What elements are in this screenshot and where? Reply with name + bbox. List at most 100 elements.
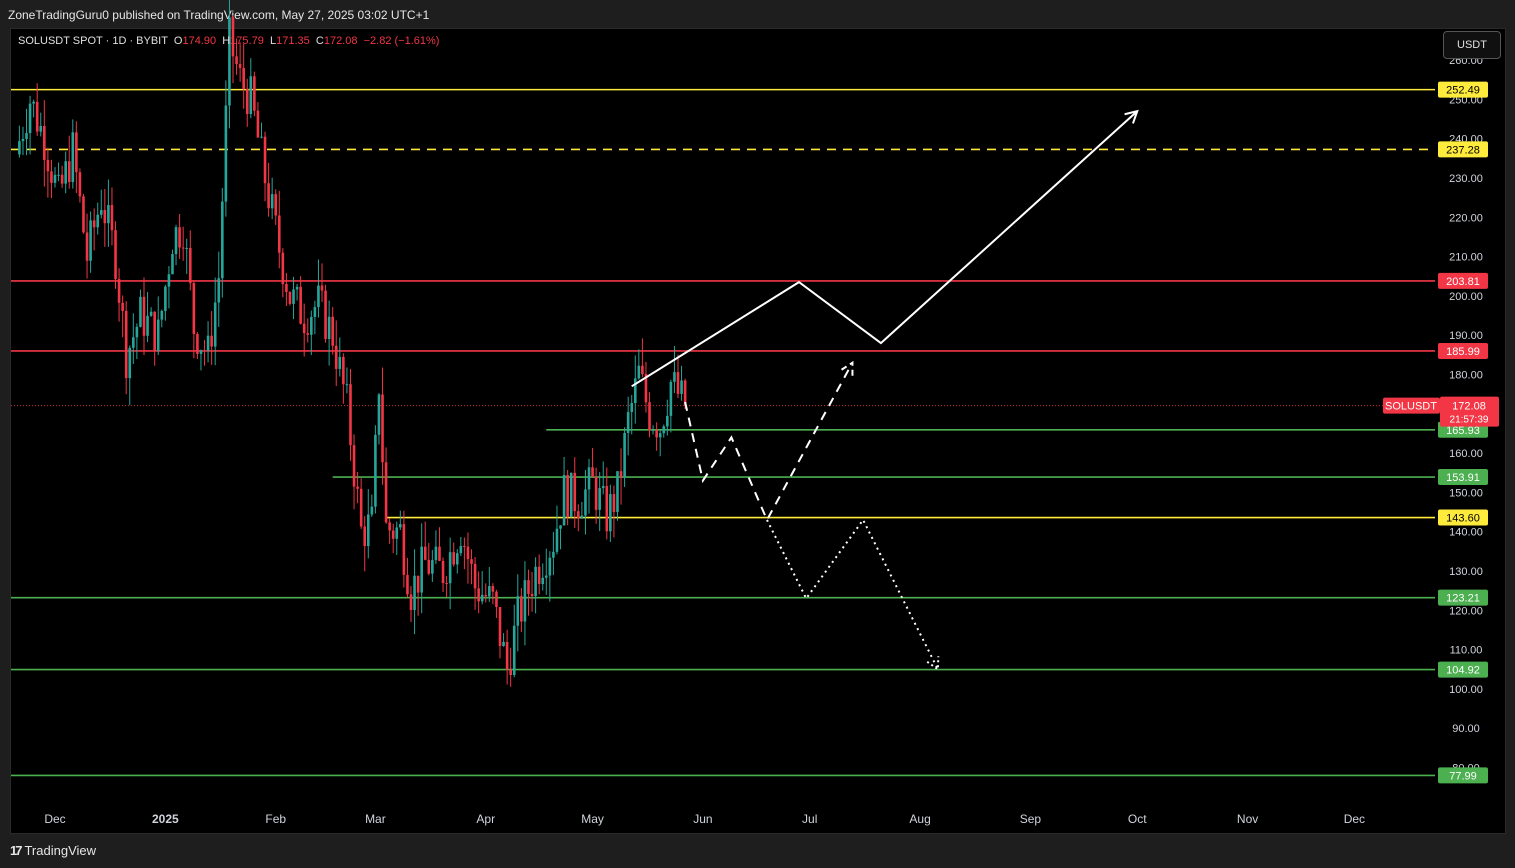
open-value: 174.90: [182, 35, 217, 47]
candle-body: [470, 559, 473, 564]
level-price-tag: [1438, 141, 1488, 158]
candle-body: [149, 311, 153, 316]
candle-body: [641, 365, 644, 375]
symbol-label[interactable]: SOLUSDT SPOT · 1D · BYBIT: [18, 35, 168, 47]
candle-body: [523, 580, 527, 622]
candle-body: [124, 310, 128, 379]
y-tick-label: 180.00: [1449, 370, 1483, 382]
currency-button[interactable]: USDT: [1443, 31, 1501, 59]
candle-body: [452, 552, 456, 565]
current-price-label: 172.08: [1452, 401, 1486, 413]
candle-body: [57, 174, 60, 176]
candle-body: [242, 67, 245, 89]
candle-body: [559, 525, 562, 529]
candle-body: [92, 220, 96, 228]
level-price-tag: [1438, 81, 1488, 98]
candle-body: [633, 378, 637, 404]
candle-body: [64, 161, 67, 184]
y-tick-label: 140.00: [1449, 527, 1483, 539]
candle-body: [406, 574, 409, 595]
candle-body: [320, 285, 324, 291]
candle-body: [317, 285, 320, 308]
candle-body: [413, 575, 416, 611]
level-price-label: 104.92: [1446, 665, 1480, 677]
candle-body: [431, 560, 434, 574]
candle-body: [580, 515, 584, 519]
candle-body: [78, 172, 82, 197]
level-price-tag: [1438, 342, 1488, 359]
candle-body: [669, 381, 673, 416]
candle-body: [655, 429, 658, 438]
candle-body: [85, 232, 89, 261]
high-value: 175.79: [230, 35, 264, 47]
candle-body: [537, 566, 541, 584]
candle-body: [53, 174, 57, 183]
projection-arrowhead: [1124, 109, 1139, 124]
candle-body: [310, 316, 313, 335]
candle-body: [423, 546, 427, 560]
tradingview-logo[interactable]: 17 TradingView: [10, 843, 96, 858]
candle-body: [285, 284, 288, 292]
candle-body: [103, 210, 107, 224]
candle-body: [466, 546, 470, 560]
candle-body: [352, 445, 356, 487]
y-tick-label: 160.00: [1449, 448, 1483, 460]
candle-body: [331, 316, 334, 346]
candle-body: [89, 220, 92, 261]
candle-body: [416, 575, 420, 593]
candle-body: [96, 214, 100, 228]
level-price-label: 123.21: [1446, 593, 1480, 605]
candle-body: [673, 372, 676, 382]
x-tick-label: Nov: [1237, 812, 1258, 826]
x-tick-label: Oct: [1128, 812, 1147, 826]
candle-body: [676, 372, 680, 394]
candle-body: [188, 247, 192, 284]
candle-body: [445, 583, 448, 585]
level-price-label: 153.91: [1446, 472, 1480, 484]
projection-arrowhead: [840, 360, 854, 376]
candle-body: [427, 559, 431, 574]
level-price-label: 203.81: [1446, 276, 1480, 288]
projection-bullish: [631, 110, 1138, 388]
candle-body: [648, 402, 651, 431]
candle-body: [349, 384, 352, 446]
candle-body: [199, 350, 203, 354]
candle-body: [438, 546, 441, 561]
candle-body: [584, 489, 587, 516]
y-tick-label: 110.00: [1450, 645, 1483, 657]
candle-body: [616, 471, 619, 513]
x-tick-label: Sep: [1020, 812, 1042, 826]
candle-body: [534, 566, 537, 596]
top-bar: ZoneTradingGuru0 published on TradingVie…: [0, 0, 1515, 28]
x-tick-label: Feb: [265, 812, 286, 826]
candle-body: [121, 302, 124, 311]
candle-body: [480, 594, 484, 602]
candle-body: [370, 506, 374, 515]
level-price-tag: [1438, 661, 1488, 678]
candle-body: [548, 557, 552, 576]
candle-body: [245, 88, 249, 114]
candle-body: [598, 488, 601, 510]
tradingview-logo-icon: 17: [10, 843, 23, 858]
candle-body: [260, 136, 263, 138]
candle-body: [71, 132, 75, 183]
tradingview-brand: TradingView: [24, 843, 97, 858]
close-label: C: [315, 35, 324, 47]
low-value: 171.35: [276, 35, 310, 47]
candle-body: [356, 486, 359, 489]
candle-body: [185, 247, 189, 249]
x-tick-label: Jul: [802, 812, 817, 826]
candle-body: [359, 488, 363, 527]
candle-body: [117, 279, 121, 303]
candle-body: [505, 641, 509, 670]
candle-body: [67, 161, 71, 183]
candle-body: [228, 17, 231, 106]
x-tick-label: 2025: [152, 812, 179, 826]
candle-body: [441, 560, 445, 584]
chart-frame[interactable]: [10, 28, 1506, 834]
candle-body: [498, 607, 502, 647]
candle-body: [171, 254, 174, 275]
candle-body: [192, 283, 196, 334]
candle-body: [591, 467, 594, 477]
